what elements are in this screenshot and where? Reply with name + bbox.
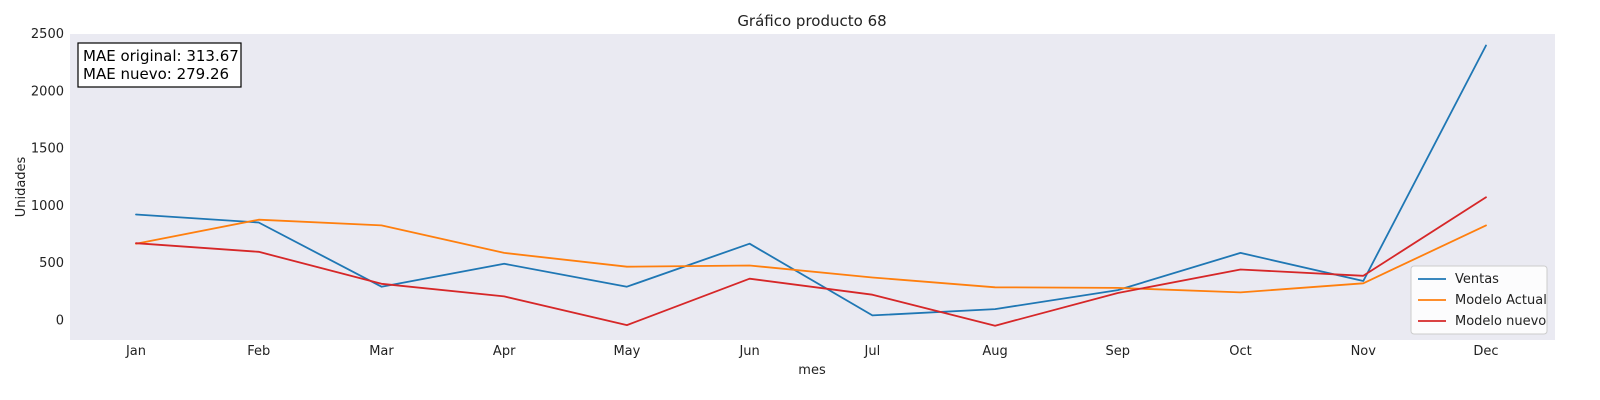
plot-area: [70, 34, 1555, 340]
x-tick-label-feb: Feb: [247, 344, 270, 359]
y-tick-label-1500: 1500: [31, 142, 64, 157]
x-tick-label-oct: Oct: [1229, 344, 1251, 359]
x-tick-label-dec: Dec: [1473, 344, 1498, 359]
series-line-modelo-actual: [135, 218, 1487, 294]
x-tick-label-nov: Nov: [1351, 344, 1377, 359]
x-tick-label-apr: Apr: [493, 344, 516, 359]
x-tick-label-may: May: [613, 344, 640, 359]
y-tick-label-500: 500: [39, 256, 64, 271]
chart-title: Gráfico producto 68: [737, 12, 886, 30]
annotation-box: [77, 42, 242, 88]
x-tick-label-sep: Sep: [1106, 344, 1131, 359]
x-tick-label-jul: Jul: [864, 344, 881, 359]
x-tick-label-mar: Mar: [369, 344, 394, 359]
y-tick-label-2000: 2000: [31, 84, 64, 99]
x-axis-ticks: Jan Feb Mar Apr May Jun Jul Aug Sep Oct Nov Dec: [125, 344, 1499, 359]
series-layer: [135, 44, 1487, 327]
y-axis-ticks: 0 500 1000 1500 2000 2500: [31, 27, 64, 329]
legend-label-ventas: Ventas: [1455, 272, 1499, 287]
x-tick-label-aug: Aug: [982, 344, 1007, 359]
series-line-ventas: [135, 44, 1487, 317]
legend: Ventas Modelo Actual Modelo nuevo: [1410, 265, 1548, 335]
x-tick-label-jan: Jan: [125, 344, 146, 359]
legend-label-modelo-nuevo: Modelo nuevo: [1455, 314, 1546, 329]
y-axis-title: Unidades: [14, 156, 29, 217]
series-line-modelo-nuevo: [135, 196, 1487, 327]
x-axis-title: mes: [798, 363, 826, 378]
y-tick-label-0: 0: [56, 314, 64, 329]
y-tick-label-2500: 2500: [31, 27, 64, 42]
annotation-mae-original: MAE original: 313.67: [83, 47, 239, 65]
y-tick-label-1000: 1000: [31, 199, 64, 214]
legend-box: [1410, 265, 1548, 335]
legend-label-modelo-actual: Modelo Actual: [1455, 293, 1547, 308]
mae-annotation: MAE original: 313.67 MAE nuevo: 279.26: [77, 42, 242, 88]
x-tick-label-jun: Jun: [738, 344, 759, 359]
annotation-mae-nuevo: MAE nuevo: 279.26: [83, 65, 229, 83]
